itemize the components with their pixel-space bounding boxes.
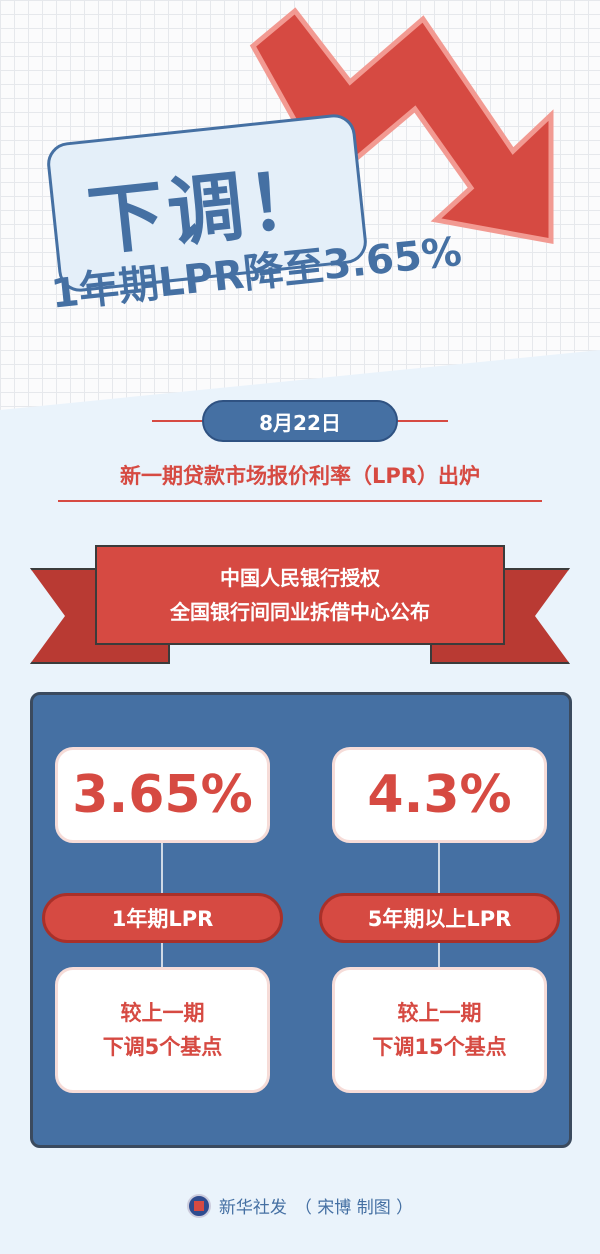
- rate-change: 较上一期 下调15个基点: [332, 967, 547, 1093]
- rate-label: 5年期以上LPR: [319, 893, 560, 943]
- footer-source: 新华社发: [218, 1198, 287, 1218]
- ribbon-line-1: 中国人民银行授权: [220, 566, 380, 590]
- footer-credit: （ 宋博 制图 ）: [294, 1198, 414, 1218]
- rate-value: 4.3%: [332, 747, 547, 843]
- change-line-1: 较上一期: [120, 1001, 205, 1025]
- change-line-2: 下调15个基点: [372, 1035, 507, 1059]
- change-line-1: 较上一期: [397, 1001, 482, 1025]
- connector-line: [438, 837, 440, 1087]
- rate-label: 1年期LPR: [42, 893, 283, 943]
- subtitle-underline: [58, 500, 542, 502]
- ribbon-line-2: 全国银行间同业拆借中心公布: [170, 600, 430, 624]
- footer: 新华社发 （ 宋博 制图 ）: [0, 1193, 600, 1218]
- rate-value: 3.65%: [55, 747, 270, 843]
- ribbon-banner: 中国人民银行授权 全国银行间同业拆借中心公布: [95, 545, 505, 645]
- rate-change: 较上一期 下调5个基点: [55, 967, 270, 1093]
- subtitle: 新一期贷款市场报价利率（LPR）出炉: [120, 464, 480, 488]
- connector-line: [161, 837, 163, 1087]
- change-line-2: 下调5个基点: [102, 1035, 223, 1059]
- date-badge: 8月22日: [202, 400, 398, 442]
- xinhua-logo-icon: [186, 1193, 211, 1218]
